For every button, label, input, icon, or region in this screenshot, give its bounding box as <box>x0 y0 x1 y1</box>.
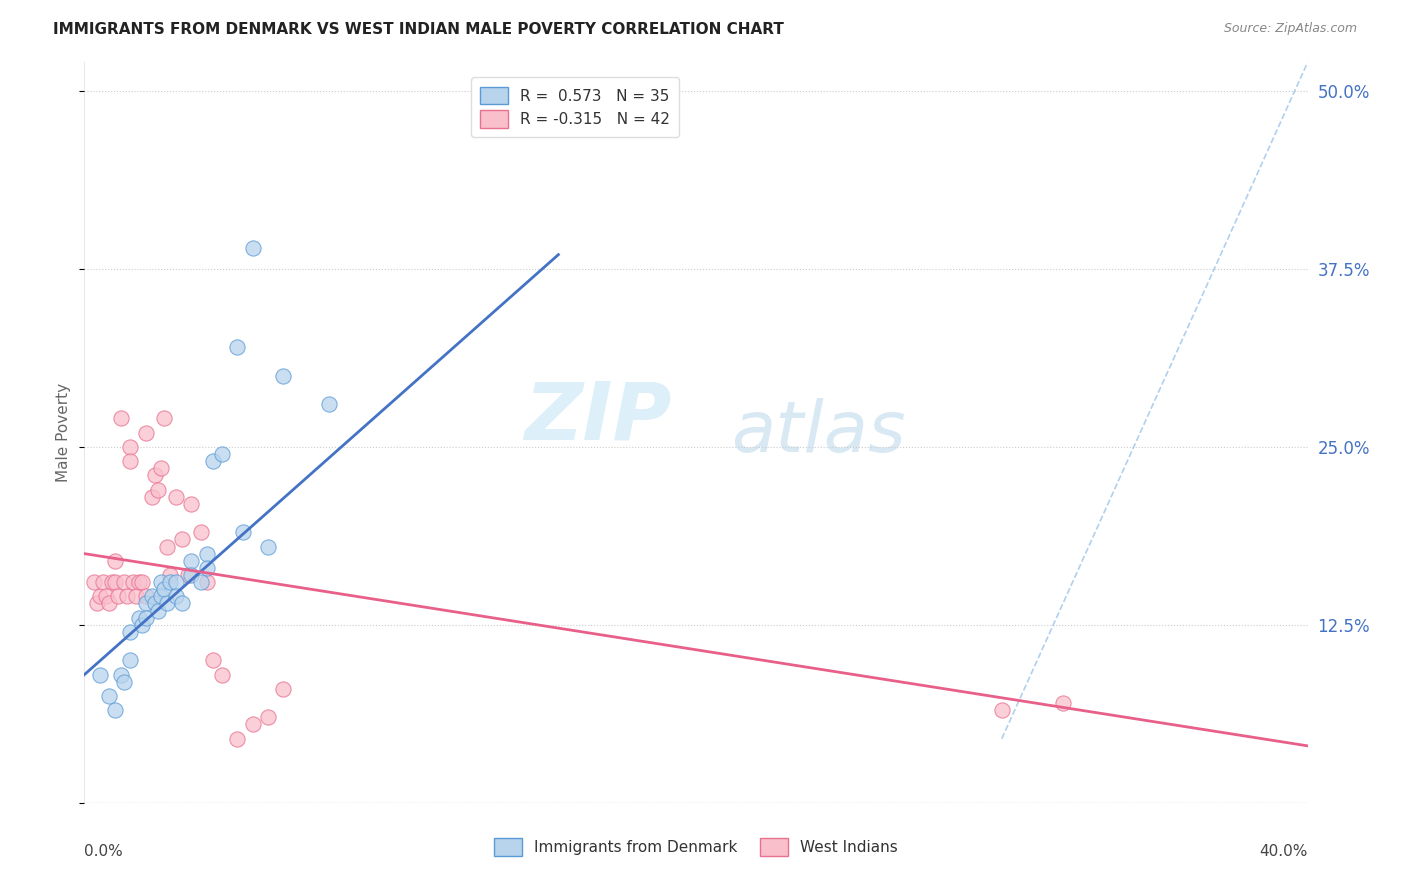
Point <box>149 575 172 590</box>
Point <box>91 575 114 590</box>
Point <box>141 590 163 604</box>
Point <box>201 653 224 667</box>
Text: atlas: atlas <box>731 398 905 467</box>
Point <box>86 597 108 611</box>
Point <box>190 575 212 590</box>
Point <box>146 604 169 618</box>
Point <box>180 568 202 582</box>
Point <box>135 610 157 624</box>
Text: ZIP: ZIP <box>524 379 672 457</box>
Point <box>135 590 157 604</box>
Point <box>120 624 142 639</box>
Point <box>120 440 142 454</box>
Point <box>128 610 150 624</box>
Point <box>242 717 264 731</box>
Point <box>97 689 120 703</box>
Point <box>156 540 179 554</box>
Point <box>180 554 202 568</box>
Point <box>195 575 218 590</box>
Point <box>177 568 200 582</box>
Point <box>271 368 294 383</box>
Point <box>232 525 254 540</box>
Point <box>153 411 176 425</box>
Point <box>115 590 138 604</box>
Point <box>159 568 181 582</box>
Point <box>257 540 280 554</box>
Text: Source: ZipAtlas.com: Source: ZipAtlas.com <box>1223 22 1357 36</box>
Point <box>110 667 132 681</box>
Point <box>110 411 132 425</box>
Point <box>131 617 153 632</box>
Point <box>104 703 127 717</box>
Point <box>141 490 163 504</box>
Legend: Immigrants from Denmark, West Indians: Immigrants from Denmark, West Indians <box>488 832 904 862</box>
Point <box>257 710 280 724</box>
Point <box>104 575 127 590</box>
Point <box>104 554 127 568</box>
Point <box>149 590 172 604</box>
Point <box>146 483 169 497</box>
Point <box>143 468 166 483</box>
Point <box>83 575 105 590</box>
Point <box>165 490 187 504</box>
Point <box>120 653 142 667</box>
Point <box>89 667 111 681</box>
Point <box>180 497 202 511</box>
Point <box>1052 696 1074 710</box>
Point <box>128 575 150 590</box>
Text: 0.0%: 0.0% <box>84 844 124 858</box>
Point <box>135 425 157 440</box>
Point <box>156 597 179 611</box>
Point <box>172 597 194 611</box>
Point <box>195 561 218 575</box>
Point <box>172 533 194 547</box>
Point <box>131 575 153 590</box>
Point <box>271 681 294 696</box>
Point <box>211 447 233 461</box>
Point <box>101 575 124 590</box>
Point <box>318 397 340 411</box>
Point <box>242 240 264 255</box>
Point <box>112 575 135 590</box>
Point <box>89 590 111 604</box>
Text: IMMIGRANTS FROM DENMARK VS WEST INDIAN MALE POVERTY CORRELATION CHART: IMMIGRANTS FROM DENMARK VS WEST INDIAN M… <box>53 22 785 37</box>
Point <box>153 582 176 597</box>
Point <box>107 590 129 604</box>
Point <box>165 590 187 604</box>
Point <box>211 667 233 681</box>
Point <box>125 590 148 604</box>
Point <box>165 575 187 590</box>
Point <box>120 454 142 468</box>
Point <box>122 575 145 590</box>
Point <box>195 547 218 561</box>
Y-axis label: Male Poverty: Male Poverty <box>56 383 72 483</box>
Point <box>226 731 249 746</box>
Point <box>94 590 117 604</box>
Point <box>991 703 1014 717</box>
Point <box>97 597 120 611</box>
Text: 40.0%: 40.0% <box>1260 844 1308 858</box>
Point <box>112 674 135 689</box>
Point <box>149 461 172 475</box>
Point <box>226 340 249 354</box>
Point <box>190 525 212 540</box>
Point <box>159 575 181 590</box>
Point <box>135 597 157 611</box>
Point <box>143 597 166 611</box>
Point <box>201 454 224 468</box>
